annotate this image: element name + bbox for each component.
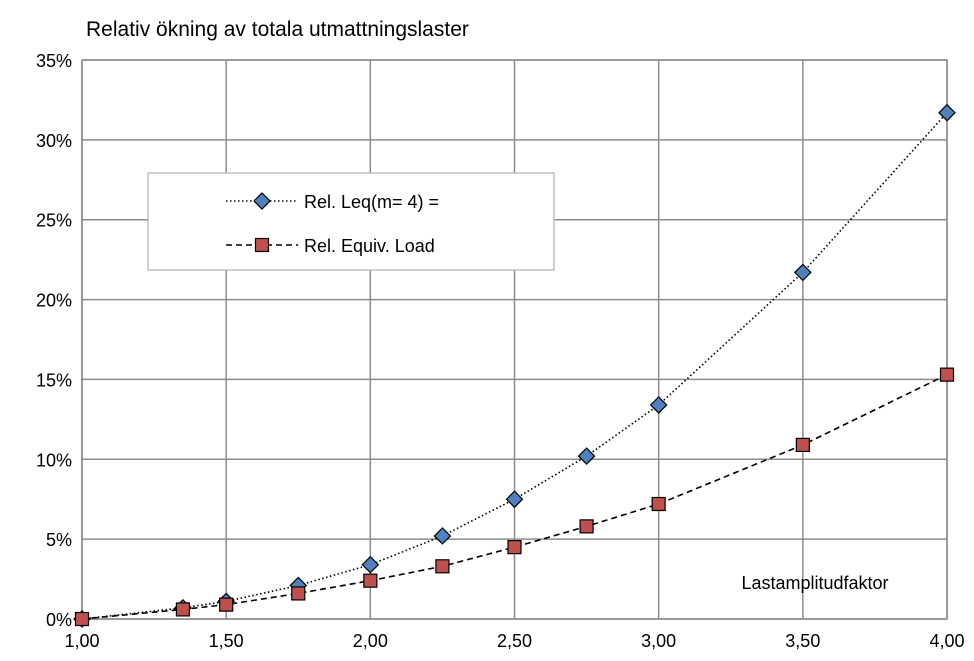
legend-marker-2 bbox=[254, 237, 270, 253]
data-point-series-2 bbox=[363, 573, 378, 588]
data-point-series-2 bbox=[651, 496, 666, 512]
plot-border bbox=[81, 59, 948, 620]
legend: Rel. Leq(m= 4) = Rel. Equiv. Load bbox=[147, 172, 555, 271]
data-point-series-2 bbox=[74, 611, 90, 627]
data-point-series-1 bbox=[505, 490, 524, 509]
y-tick-label: 5% bbox=[46, 530, 72, 550]
y-tick-label: 35% bbox=[36, 51, 72, 71]
x-tick-label: 3,00 bbox=[641, 631, 676, 651]
x-tick-label: 1,50 bbox=[209, 631, 244, 651]
data-point-series-1 bbox=[433, 527, 452, 545]
data-point-series-1 bbox=[361, 555, 380, 574]
series-layer bbox=[73, 103, 956, 628]
legend-label-2: Rel. Equiv. Load bbox=[304, 236, 435, 256]
data-point-series-2 bbox=[795, 437, 810, 453]
data-point-series-2 bbox=[175, 602, 191, 617]
data-point-series-2 bbox=[435, 559, 450, 574]
y-tick-label: 20% bbox=[36, 291, 72, 311]
grid bbox=[81, 59, 948, 620]
y-tick-label: 30% bbox=[36, 131, 72, 151]
data-point-series-2 bbox=[579, 519, 594, 534]
x-tick-label: 3,50 bbox=[785, 631, 820, 651]
data-point-series-2 bbox=[291, 586, 306, 601]
legend-label-1: Rel. Leq(m= 4) = bbox=[304, 192, 439, 212]
x-tick-label: 2,00 bbox=[353, 631, 388, 651]
y-tick-label: 15% bbox=[36, 370, 72, 390]
x-tick-label: 2,50 bbox=[497, 631, 532, 651]
data-point-series-1 bbox=[793, 263, 812, 282]
y-tick-label: 10% bbox=[36, 450, 72, 470]
chart-title: Relativ ökning av totala utmattningslast… bbox=[86, 18, 469, 41]
data-point-series-2 bbox=[939, 367, 955, 382]
data-point-series-1 bbox=[577, 447, 596, 465]
legend-marker-1 bbox=[253, 192, 271, 210]
data-point-series-2 bbox=[507, 540, 522, 555]
y-tick-label: 25% bbox=[36, 211, 72, 231]
data-point-series-2 bbox=[219, 597, 234, 612]
x-axis-label: Lastamplitudfaktor bbox=[741, 573, 888, 593]
y-tick-label: 0% bbox=[46, 610, 72, 630]
x-tick-label: 1,00 bbox=[64, 631, 99, 651]
legend-box bbox=[147, 172, 555, 271]
x-tick-label: 4,00 bbox=[929, 631, 964, 651]
data-point-series-1 bbox=[649, 396, 668, 414]
axes: 1,00 1,50 2,00 2,50 3,00 3,50 4,00 0% 5% 10% 15% 20… bbox=[36, 51, 965, 651]
data-point-series-1 bbox=[938, 103, 956, 122]
